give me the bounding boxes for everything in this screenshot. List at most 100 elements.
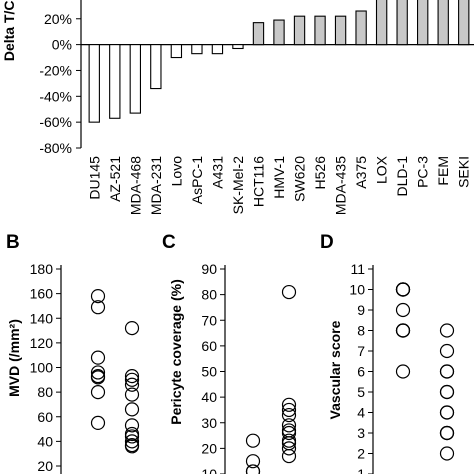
data-point: [245, 454, 261, 469]
y-tick-label: 1: [357, 466, 365, 474]
panel-letter: C: [162, 232, 176, 253]
data-point: [124, 387, 140, 402]
y-axis-label: Vascular score: [327, 320, 343, 419]
x-tick-label: MDA-435: [333, 156, 349, 215]
data-point: [90, 370, 106, 385]
y-tick-label: 10: [349, 282, 365, 298]
y-tick-label: 5: [357, 384, 365, 400]
bar: [109, 44, 121, 119]
data-point: [281, 441, 297, 456]
data-point: [281, 407, 297, 423]
bar: [88, 44, 100, 123]
data-point: [281, 448, 297, 464]
data-point: [90, 385, 106, 400]
x-tick-label: MDA-468: [127, 156, 143, 215]
y-tick-label: 80: [37, 384, 53, 400]
y-axis-label: MVD (/mm²): [6, 319, 22, 397]
x-tick-label: DU145: [86, 156, 102, 200]
data-point: [90, 365, 106, 380]
y-tick-label: -60%: [39, 114, 72, 130]
x-tick-label: LOX: [374, 155, 390, 184]
panel-d-vascular-score-scatter: D 1 2 3 4 5 6 7 8 9 10 11 Vascular score: [320, 232, 455, 474]
bar: [355, 10, 367, 46]
bar: [437, 0, 449, 46]
bar: [458, 0, 470, 46]
data-point: [395, 282, 411, 297]
y-tick-label: 40: [37, 433, 53, 449]
bar: [252, 22, 265, 46]
y-tick-label: 11: [350, 261, 365, 277]
data-point: [124, 439, 140, 454]
x-tick-label: AsPC-1: [189, 156, 205, 204]
x-tick-label: A431: [209, 156, 225, 189]
data-point: [124, 429, 140, 444]
bar: [417, 0, 429, 46]
y-tick-label: 20%: [44, 11, 72, 27]
x-tick-label: DLD-1: [394, 156, 410, 197]
panel-letter: B: [6, 232, 20, 253]
data-point: [395, 364, 411, 379]
bar: [150, 44, 162, 90]
bar: [314, 15, 326, 46]
data-point: [281, 418, 297, 433]
y-tick-label: 8: [357, 323, 365, 339]
data-point: [90, 350, 106, 365]
y-tick-label: -80%: [39, 140, 72, 156]
y-tick-label: 0%: [52, 37, 72, 53]
y-axis-label: Delta T/C (%): [1, 0, 17, 61]
panel-b-mvd-scatter: B 20 40 60 80 100 120 140 160 180 MVD (/mm²): [6, 232, 140, 474]
data-point: [124, 434, 140, 449]
data-point: [124, 369, 140, 384]
y-tick-label: 140: [30, 310, 54, 326]
data-point: [245, 464, 261, 474]
data-point: [281, 402, 297, 418]
data-point: [124, 321, 140, 336]
data-point: [90, 369, 106, 384]
data-point: [395, 323, 411, 338]
y-tick-label: 120: [30, 335, 54, 351]
bar: [232, 44, 244, 50]
data-point: [281, 425, 297, 441]
y-axis-label: Pericyte coverage (%): [168, 279, 184, 425]
y-tick-label: 20: [201, 440, 217, 456]
data-point: [281, 284, 297, 300]
x-tick-label: HMV-1: [271, 156, 287, 199]
bar: [211, 44, 224, 55]
y-tick-label: 7: [357, 343, 365, 359]
y-tick-label: 4: [357, 405, 365, 421]
data-point: [395, 302, 411, 318]
bar: [375, 0, 388, 46]
x-tick-label: PC-3: [415, 156, 431, 188]
data-point: [281, 397, 297, 412]
y-tick-label: 180: [30, 261, 54, 277]
data-point: [439, 343, 455, 359]
x-tick-label: SW620: [292, 156, 308, 202]
y-tick-label: 60: [37, 409, 53, 425]
data-point: [281, 433, 297, 448]
y-tick-label: 100: [30, 360, 54, 376]
data-point: [124, 402, 140, 417]
y-tick-label: 6: [357, 364, 365, 380]
bar: [191, 44, 203, 55]
y-tick-label: 2: [357, 446, 365, 462]
data-point: [124, 377, 140, 392]
bar: [273, 19, 285, 46]
bar: [129, 44, 141, 114]
x-tick-label: MDA-231: [148, 156, 164, 215]
y-tick-label: -40%: [39, 88, 72, 104]
y-tick-label: 30: [201, 415, 217, 431]
data-point: [90, 415, 106, 431]
y-tick-label: -20%: [39, 62, 72, 78]
x-tick-label: SEKI: [456, 156, 472, 188]
y-tick-label: 70: [201, 312, 217, 328]
bar: [334, 15, 347, 46]
y-tick-label: 9: [357, 302, 365, 318]
y-tick-label: 40%: [44, 0, 72, 1]
data-point: [439, 364, 455, 379]
data-point: [124, 418, 140, 433]
y-tick-label: 40: [201, 389, 217, 405]
data-point: [90, 300, 106, 315]
data-point: [439, 425, 455, 441]
x-tick-label: FEM: [435, 156, 451, 186]
